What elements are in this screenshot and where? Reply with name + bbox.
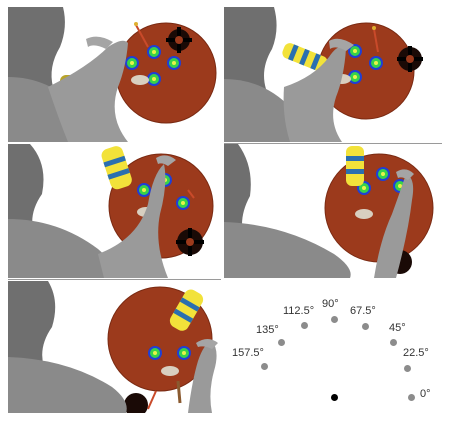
angle-label: 22.5° (403, 347, 429, 359)
angle-label: 0° (420, 388, 431, 400)
direction-dot (331, 316, 338, 323)
angle-label: 67.5° (350, 305, 376, 317)
panel-top-left (8, 7, 221, 142)
target-ring (167, 56, 181, 70)
target-ring (348, 44, 362, 58)
direction-dot (278, 339, 285, 346)
angle-label: 45° (389, 322, 406, 334)
monkey-figure (8, 281, 218, 413)
monkey-figure (8, 7, 128, 142)
hand-blob (161, 366, 179, 376)
direction-dot (301, 322, 308, 329)
hand-blob (355, 209, 373, 219)
direction-legend: 0° 22.5° 45° 67.5° 90° 112.5° 135° 157.5… (224, 281, 442, 413)
direction-dot (362, 323, 369, 330)
angle-label: 112.5° (283, 305, 315, 317)
separator-line (8, 279, 221, 280)
tool-stick (187, 189, 195, 199)
start-marker-icon (166, 27, 192, 53)
cylinder-object (169, 289, 204, 331)
target-ring (177, 346, 191, 360)
target-ring (348, 70, 362, 84)
target-ring (137, 183, 151, 197)
direction-dot (261, 363, 268, 370)
tool-stick (147, 390, 157, 410)
angle-label: 90° (322, 298, 339, 310)
separator-line (224, 143, 442, 144)
direction-dot (408, 394, 415, 401)
start-marker-icon (397, 46, 423, 72)
angle-label: 135° (256, 324, 279, 336)
hand-blob (131, 75, 149, 85)
tool-stick (176, 380, 182, 404)
target-ring (369, 56, 383, 70)
panel-middle-left (8, 144, 221, 278)
direction-dot-active (331, 394, 338, 401)
cylinder-object (346, 146, 364, 186)
tool-stick (373, 28, 379, 53)
target-ring (147, 72, 161, 86)
target-ring (148, 346, 162, 360)
target-ring (376, 167, 390, 181)
target-ring (147, 45, 161, 59)
start-marker-icon (176, 228, 204, 256)
cylinder-object (101, 146, 132, 190)
monkey-figure (224, 144, 414, 278)
angle-label: 157.5° (232, 347, 264, 359)
target-ring (176, 196, 190, 210)
target-ring (125, 56, 139, 70)
monkey-figure (224, 7, 354, 142)
start-marker-icon (124, 393, 148, 413)
cylinder-object (282, 43, 328, 72)
panel-bottom-left (8, 281, 221, 413)
panel-top-right (224, 7, 442, 142)
monkey-figure (8, 144, 176, 278)
direction-dot (404, 365, 411, 372)
panel-middle-right (224, 144, 442, 278)
direction-dot (390, 339, 397, 346)
tool-stick (135, 24, 149, 48)
